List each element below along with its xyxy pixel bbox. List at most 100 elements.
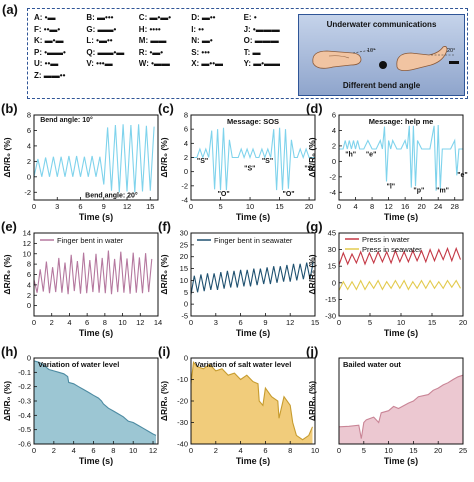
x-tick-label-g-0: 0 <box>337 318 341 327</box>
panel-letter-c: (c) <box>158 101 174 116</box>
x-tick-label-i-8: 8 <box>288 446 292 455</box>
y-tick-label-i--20: -20 <box>177 397 188 406</box>
x-tick-label-i-4: 4 <box>239 446 243 455</box>
y-tick-label-e-8: 8 <box>27 260 31 269</box>
y-tick-label-h--0.4: -0.4 <box>18 411 31 420</box>
x-axis-label-e: Time (s) <box>79 328 113 338</box>
y-tick-label-c-4: 4 <box>184 139 188 148</box>
morse-code-panel: A: •▬ B: ▬••• C: ▬•▬• D: ▬•• E: • F: ••▬• G: ▬… <box>27 8 468 99</box>
x-tick-label-f-0: 0 <box>189 318 193 327</box>
x-tick-label-b-0: 0 <box>32 202 36 211</box>
y-axis-label-b: ΔR/R₀ (%) <box>2 137 12 177</box>
series-line-h <box>33 360 157 436</box>
dash-bar-icon <box>449 61 459 64</box>
annotation-b-0: Bend angle: 10° <box>40 116 93 124</box>
morse-entry-a: A: •▬ <box>34 13 56 22</box>
y-tick-label-c-8: 8 <box>184 111 188 120</box>
morse-entry-z: Z: ▬▬•• <box>34 70 66 80</box>
y-tick-label-d-6: 6 <box>332 111 336 120</box>
morse-entry-f: F: ••▬• <box>34 24 61 34</box>
y-tick-label-g-30: 30 <box>328 245 336 254</box>
y-tick-label-e-0: 0 <box>27 301 31 310</box>
morse-entry-w: W: •▬▬ <box>138 59 170 68</box>
morse-entry-m: M: ▬▬ <box>138 36 167 45</box>
x-tick-label-h-2: 2 <box>52 446 56 455</box>
annotation-d-3: "p" <box>413 187 424 194</box>
x-axis-label-i: Time (s) <box>236 456 270 466</box>
y-tick-label-h--0.6: -0.6 <box>18 440 31 449</box>
panel-letter-e: (e) <box>1 219 17 234</box>
legend-label-e: Finger bent in water <box>57 236 124 245</box>
morse-entry-c: C: ▬•▬• <box>138 13 172 22</box>
morse-entry-o: O: ▬▬▬ <box>243 36 279 45</box>
panel-letter-j: (j) <box>306 344 318 359</box>
y-tick-label-b--2: -2 <box>24 188 31 197</box>
panel-letter-d: (d) <box>306 101 323 116</box>
annotation-c-2: "S" <box>244 165 255 172</box>
y-tick-label-i-0: 0 <box>184 354 188 363</box>
chart-i: (i) 0 2 4 6 8 10 -40 -30 -20 -10 0 Time (s) ΔR/R₀ (%)… <box>158 344 319 466</box>
chart-c: (c) 0 5 10 15 20 -4 -2 0 2 4 6 8 Time (s) ΔR/R₀ (%) Mes… <box>158 101 316 222</box>
area-fill-i <box>191 362 313 444</box>
series-line-e <box>33 250 153 295</box>
y-tick-label-g--30: -30 <box>325 312 336 321</box>
y-tick-label-e-2: 2 <box>27 291 31 300</box>
underwater-illustration: Underwater communications 10° 20° Differ… <box>298 14 465 96</box>
x-axis-label-d: Time (s) <box>384 212 418 222</box>
x-tick-label-e-12: 12 <box>136 318 144 327</box>
series-line-f <box>190 261 314 295</box>
x-tick-label-i-6: 6 <box>263 446 267 455</box>
series-line-c <box>191 127 315 191</box>
x-tick-label-c-20: 20 <box>305 202 313 211</box>
x-tick-label-e-0: 0 <box>32 318 36 327</box>
y-tick-label-b-0: 0 <box>27 172 31 181</box>
x-tick-label-h-4: 4 <box>72 446 76 455</box>
x-tick-label-j-15: 15 <box>409 446 417 455</box>
x-tick-label-b-6: 6 <box>78 202 82 211</box>
annotation-d-0: "h" <box>345 152 356 159</box>
legend-label-g-0: Press in water <box>362 235 410 244</box>
y-tick-label-e-14: 14 <box>23 229 31 238</box>
series-line-g-1 <box>338 279 461 291</box>
x-tick-label-h-6: 6 <box>91 446 95 455</box>
y-tick-label-f-20: 20 <box>180 252 188 261</box>
annotation-c-0: "S" <box>197 158 208 165</box>
x-tick-label-g-10: 10 <box>397 318 405 327</box>
finger-left-icon: 10° <box>312 48 378 69</box>
y-tick-label-i--40: -40 <box>177 440 188 449</box>
y-tick-label-f-25: 25 <box>180 240 188 249</box>
x-axis-label-h: Time (s) <box>79 456 113 466</box>
illustration-footer: Different bend angle <box>342 81 421 90</box>
morse-code-table: A: •▬ B: ▬••• C: ▬•▬• D: ▬•• E: • F: ••▬• G: ▬… <box>34 13 296 97</box>
y-tick-label-d--4: -4 <box>329 188 336 197</box>
x-tick-label-f-9: 9 <box>263 318 267 327</box>
annotation-d-2: "l" <box>387 183 396 190</box>
x-axis-label-j: Time (s) <box>384 456 418 466</box>
x-tick-label-e-10: 10 <box>118 318 126 327</box>
y-tick-label-d-4: 4 <box>332 126 336 135</box>
x-axis-label-b: Time (s) <box>79 212 113 222</box>
y-tick-label-i--30: -30 <box>177 418 188 427</box>
annotation-d-1: "e" <box>366 152 377 159</box>
series-line-d <box>339 124 463 191</box>
x-tick-label-d-20: 20 <box>417 202 425 211</box>
x-tick-label-f-12: 12 <box>286 318 294 327</box>
x-tick-label-b-15: 15 <box>146 202 154 211</box>
panel-letter-g: (g) <box>306 219 323 234</box>
x-tick-label-b-12: 12 <box>123 202 131 211</box>
y-tick-label-g--15: -15 <box>325 295 336 304</box>
series-line-i <box>190 360 314 441</box>
morse-entry-v: V: •••▬ <box>86 59 113 68</box>
chart-title-h: Variation of water level <box>38 360 119 369</box>
morse-entry-h: H: •••• <box>138 24 161 34</box>
y-axis-label-g: ΔR/R₀ (%) <box>307 254 317 294</box>
area-fill-h <box>34 360 156 444</box>
y-tick-label-h--0.3: -0.3 <box>18 397 31 406</box>
y-tick-label-c-6: 6 <box>184 125 188 134</box>
legend-label-g-1: Press in seawater <box>362 245 422 254</box>
x-axis-label-g: Time (s) <box>384 328 418 338</box>
y-tick-label-b-2: 2 <box>27 157 31 166</box>
panel-letter-b: (b) <box>1 101 18 116</box>
